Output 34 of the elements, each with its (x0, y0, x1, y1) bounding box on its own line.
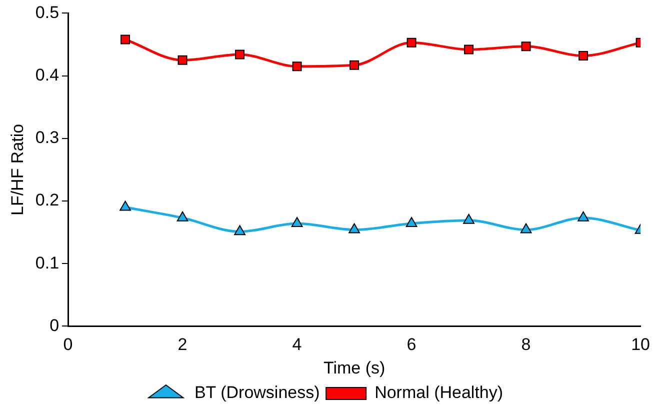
y-tick-label: 0.2 (35, 190, 60, 210)
point (406, 38, 416, 48)
point (292, 62, 302, 72)
point (521, 42, 531, 52)
x-tick-label: 0 (63, 335, 73, 354)
point (578, 211, 589, 222)
point (348, 223, 360, 234)
x-axis-title: Time (s) (323, 358, 386, 378)
x-tick-label: 10 (631, 335, 650, 354)
point (176, 211, 188, 222)
x-tick-label: 6 (406, 335, 416, 354)
point (578, 51, 588, 61)
point (120, 34, 130, 44)
legend-label: Normal (Healthy) (374, 383, 504, 402)
point (120, 200, 131, 211)
point (520, 223, 532, 234)
point (235, 50, 245, 60)
point (406, 217, 418, 228)
legend-label: BT (Drowsiness) (194, 383, 320, 402)
y-tick-label: 0.3 (35, 128, 60, 148)
y-tick-label: 0.5 (35, 2, 60, 22)
y-tick-label: 0.4 (35, 65, 60, 84)
point (291, 217, 303, 228)
point (463, 214, 474, 224)
x-tick-label: 4 (292, 335, 302, 354)
point (234, 225, 246, 236)
point (350, 60, 360, 70)
y-tick-label: 0.1 (35, 253, 60, 272)
point (178, 55, 188, 65)
x-tick-label: 2 (178, 335, 188, 354)
x-tick-label: 8 (521, 335, 531, 354)
point (464, 44, 474, 54)
y-axis-title: LF/HF Ratio (8, 124, 27, 216)
y-tick-label: 0 (50, 316, 60, 335)
